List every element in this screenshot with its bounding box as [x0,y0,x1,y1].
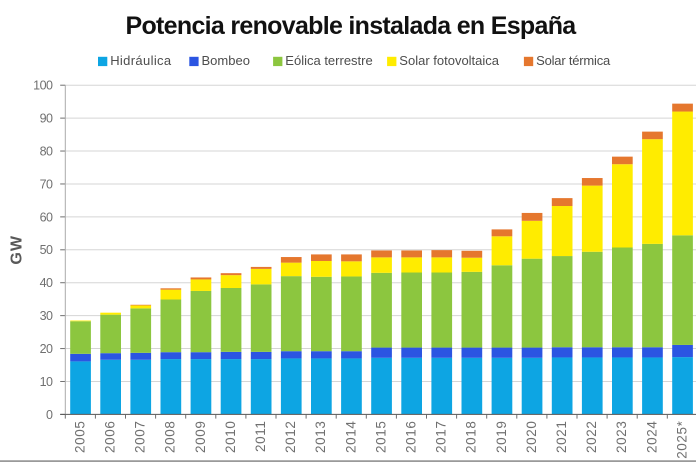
svg-text:Solar fotovoltaica: Solar fotovoltaica [399,53,499,68]
svg-text:Solar térmica: Solar térmica [536,53,611,68]
svg-text:2005: 2005 [72,421,87,453]
svg-text:40: 40 [40,276,53,290]
svg-text:30: 30 [40,309,53,323]
svg-text:2022: 2022 [584,421,599,453]
svg-text:2019: 2019 [494,421,509,453]
svg-text:2009: 2009 [193,421,208,453]
svg-text:60: 60 [40,210,53,224]
svg-text:0: 0 [46,408,53,422]
svg-text:20: 20 [40,342,53,356]
svg-text:100: 100 [33,79,53,93]
svg-text:2025*: 2025* [674,420,689,458]
svg-text:Potencia renovable instalada e: Potencia renovable instalada en España [126,12,578,40]
svg-text:2007: 2007 [133,421,148,453]
svg-text:2008: 2008 [163,421,178,453]
svg-text:Bombeo: Bombeo [202,53,250,68]
svg-text:2013: 2013 [313,421,328,453]
svg-text:2024: 2024 [644,421,659,453]
svg-text:GW: GW [9,235,26,265]
svg-text:70: 70 [40,177,53,191]
svg-text:2017: 2017 [434,421,449,453]
svg-text:2012: 2012 [283,421,298,453]
svg-text:50: 50 [40,243,53,257]
svg-text:2016: 2016 [403,421,418,453]
svg-text:Hidráulica: Hidráulica [110,53,172,68]
svg-text:90: 90 [40,112,53,126]
svg-text:80: 80 [40,144,53,158]
svg-text:2010: 2010 [223,421,238,453]
svg-text:2006: 2006 [102,421,117,453]
svg-text:2014: 2014 [343,421,358,453]
svg-text:2011: 2011 [253,421,268,452]
svg-text:2023: 2023 [614,421,629,453]
svg-text:2018: 2018 [464,421,479,453]
svg-text:10: 10 [40,375,53,389]
svg-text:2021: 2021 [554,421,569,453]
svg-text:2020: 2020 [524,421,539,453]
svg-text:Eólica terrestre: Eólica terrestre [285,53,372,68]
svg-text:2015: 2015 [373,421,388,453]
